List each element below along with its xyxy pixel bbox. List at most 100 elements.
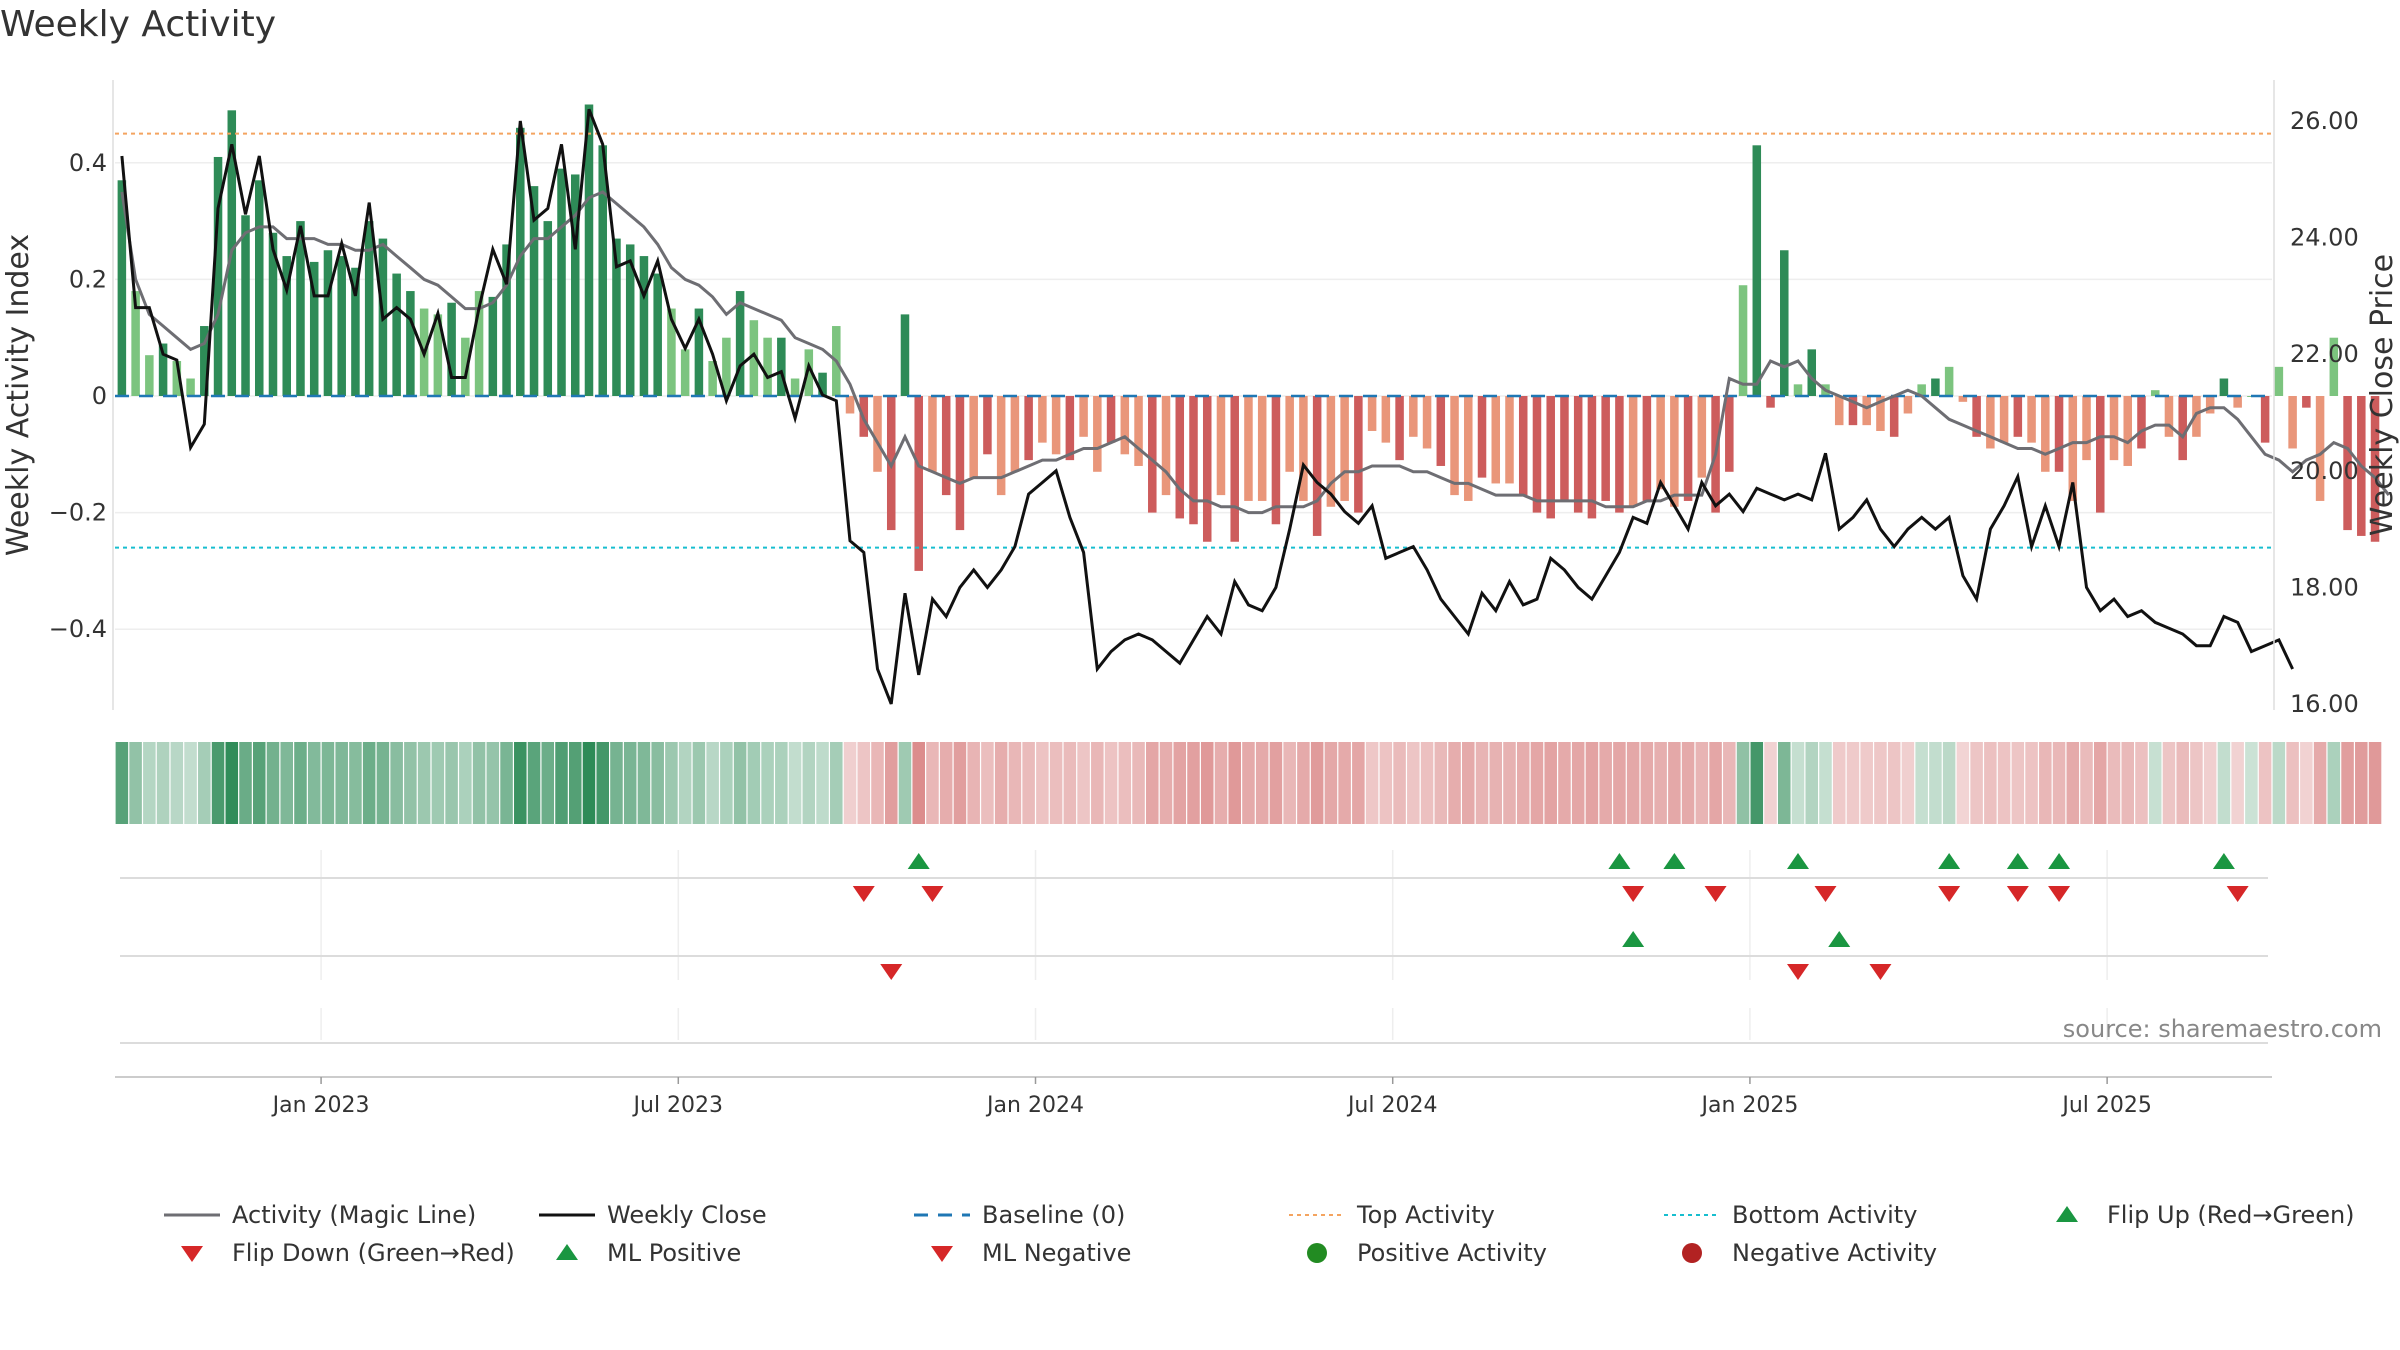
activity-bar <box>1065 396 1075 461</box>
right-tick-label: 24.00 <box>2290 224 2359 252</box>
ml-positive-marker <box>1828 931 1851 947</box>
activity-bar <box>1546 396 1555 519</box>
activity-bar <box>1999 396 2009 443</box>
heat-cell <box>184 742 197 824</box>
heat-cell <box>1379 742 1393 824</box>
heat-cell <box>1448 742 1461 824</box>
heat-cell <box>2052 742 2066 824</box>
heat-cell <box>637 742 651 824</box>
heat-cell <box>775 742 788 824</box>
heat-cell <box>1036 742 1049 824</box>
heat-cell <box>1255 742 1269 824</box>
heat-cell <box>912 742 925 824</box>
heat-cell <box>1338 742 1351 824</box>
heat-cell <box>1613 742 1626 824</box>
heat-cell <box>1283 742 1296 824</box>
x-tick-label: Jul 2023 <box>632 1093 724 1118</box>
heat-cell <box>1695 742 1709 824</box>
activity-bar <box>1532 396 1542 513</box>
activity-bar <box>584 104 594 396</box>
activity-bar <box>2013 396 2023 437</box>
heat-cell <box>1049 742 1063 824</box>
heat-cell <box>2272 742 2286 824</box>
heat-cell <box>252 742 266 824</box>
legend-label: ML Positive <box>607 1239 742 1267</box>
flip-up-marker <box>2006 853 2029 869</box>
heat-cell <box>816 742 829 824</box>
legend-label: Activity (Magic Line) <box>232 1201 477 1229</box>
activity-bar <box>433 314 443 396</box>
activity-bar <box>1079 396 1088 437</box>
flip-up-marker <box>2048 853 2071 869</box>
legend-item: Bottom Activity <box>1660 1200 1917 1230</box>
activity-bar <box>570 174 580 396</box>
legend-item: ML Negative <box>910 1238 1131 1268</box>
legend-line-icon <box>164 1213 220 1217</box>
flip-down-marker <box>1814 886 1837 902</box>
activity-bar <box>1120 396 1130 455</box>
heat-cell <box>1269 742 1283 824</box>
activity-bar <box>1148 396 1157 513</box>
activity-bar <box>1518 396 1528 496</box>
activity-bar <box>1436 396 1446 466</box>
heat-cell <box>2355 742 2368 824</box>
heat-cell <box>2217 742 2231 824</box>
legend-item: Negative Activity <box>1660 1238 1937 1268</box>
heat-cell <box>335 742 348 824</box>
activity-bar <box>667 308 676 396</box>
activity-bar <box>474 291 484 396</box>
activity-bar <box>1738 285 1748 396</box>
heat-cell <box>1750 742 1764 824</box>
heat-cell <box>623 742 637 824</box>
activity-bar <box>2288 396 2297 449</box>
heat-cell <box>1791 742 1805 824</box>
heat-cell <box>349 742 362 824</box>
heat-cell <box>981 742 994 824</box>
ml-negative-marker <box>1869 964 1892 980</box>
activity-bar <box>1972 396 1981 437</box>
heat-cell <box>1297 742 1310 824</box>
heat-cell <box>143 742 156 824</box>
heat-cell <box>1846 742 1860 824</box>
heat-cell <box>692 742 706 824</box>
activity-bar <box>1766 396 1775 408</box>
heat-cell <box>129 742 142 824</box>
x-tick-label: Jul 2024 <box>1346 1093 1438 1118</box>
weekly-close-line <box>120 108 2294 705</box>
legend-triangle-icon <box>556 1244 578 1260</box>
heat-cell <box>1242 742 1255 824</box>
heat-cell <box>1723 742 1736 824</box>
heat-cell <box>1462 742 1475 824</box>
heat-cell <box>2327 742 2341 824</box>
activity-bar <box>1395 396 1404 461</box>
activity-bar <box>969 396 978 478</box>
heat-cell <box>2093 742 2107 824</box>
heat-cell <box>830 742 843 824</box>
heat-cell <box>1407 742 1420 824</box>
heat-cell <box>2025 742 2038 824</box>
x-tick-label: Jan 2023 <box>271 1093 370 1118</box>
legend-triangle-icon <box>931 1246 953 1262</box>
heat-cell <box>1887 742 1901 824</box>
activity-bar <box>309 261 319 396</box>
heat-cell <box>596 742 609 824</box>
heat-cell <box>1654 742 1667 824</box>
activity-bar <box>1725 396 1734 472</box>
heat-cell <box>1077 742 1090 824</box>
heat-cell <box>1118 742 1132 824</box>
heat-cell <box>1585 742 1599 824</box>
activity-bar <box>1093 396 1102 472</box>
heat-cell <box>1778 742 1791 824</box>
heat-cell <box>1832 742 1846 824</box>
heat-cell <box>1159 742 1173 824</box>
activity-bar <box>763 337 772 396</box>
right-axis-label: Weekly Close Price <box>2365 254 2400 536</box>
activity-bar <box>461 337 470 396</box>
heat-cell <box>211 742 225 824</box>
chart-legend: Activity (Magic Line) Weekly Close Baselin… <box>160 1200 2400 1280</box>
heat-cell <box>170 742 184 824</box>
heat-cell <box>239 742 252 824</box>
heat-cell <box>294 742 307 824</box>
heat-cell <box>1063 742 1077 824</box>
activity-bar <box>955 396 965 531</box>
